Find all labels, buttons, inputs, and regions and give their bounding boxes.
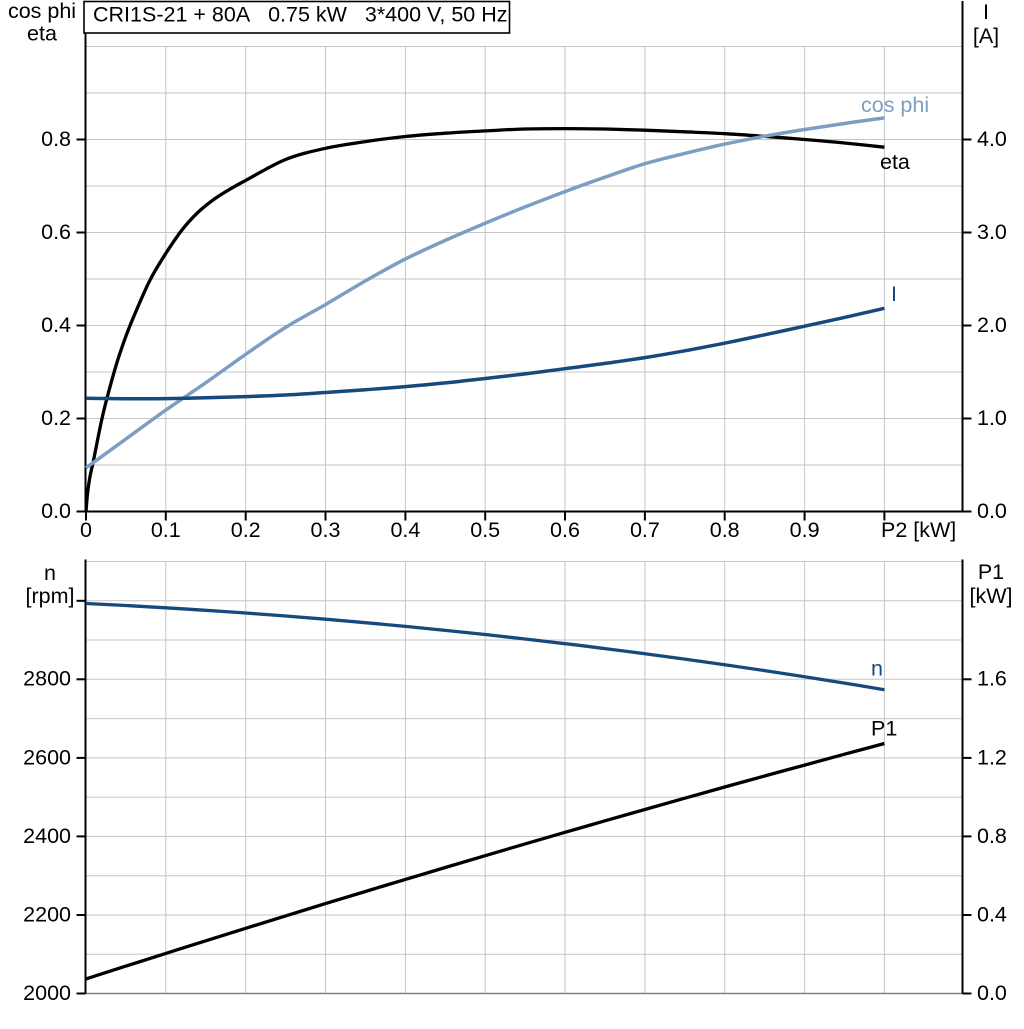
svg-text:1.2: 1.2 <box>977 745 1007 769</box>
svg-text:0.3: 0.3 <box>311 518 341 542</box>
svg-text:2400: 2400 <box>23 824 71 848</box>
svg-text:0: 0 <box>80 518 92 542</box>
svg-text:0.1: 0.1 <box>151 518 181 542</box>
svg-text:[rpm]: [rpm] <box>26 584 75 608</box>
svg-text:3.0: 3.0 <box>977 220 1007 244</box>
svg-text:P1: P1 <box>871 717 897 741</box>
svg-text:eta: eta <box>27 22 57 46</box>
svg-text:2.0: 2.0 <box>977 313 1007 337</box>
svg-text:2800: 2800 <box>23 667 71 691</box>
svg-text:0.6: 0.6 <box>41 220 71 244</box>
svg-text:[kW]: [kW] <box>970 584 1013 608</box>
svg-text:I: I <box>983 0 989 24</box>
svg-text:1.0: 1.0 <box>977 406 1007 430</box>
svg-text:0.8: 0.8 <box>41 127 71 151</box>
svg-text:0.9: 0.9 <box>790 518 820 542</box>
svg-text:2200: 2200 <box>23 902 71 926</box>
svg-text:0.6: 0.6 <box>550 518 580 542</box>
svg-text:cos phi: cos phi <box>861 93 929 117</box>
svg-text:P2 [kW]: P2 [kW] <box>881 518 956 542</box>
svg-text:1.6: 1.6 <box>977 667 1007 691</box>
svg-text:0.4: 0.4 <box>41 313 71 337</box>
svg-text:4.0: 4.0 <box>977 127 1007 151</box>
svg-text:0.4: 0.4 <box>977 902 1007 926</box>
svg-text:0.7: 0.7 <box>630 518 660 542</box>
svg-text:n: n <box>44 561 56 585</box>
svg-text:eta: eta <box>880 150 910 174</box>
svg-text:cos phi: cos phi <box>8 0 76 23</box>
svg-text:P1: P1 <box>978 560 1004 584</box>
svg-text:2600: 2600 <box>23 745 71 769</box>
svg-text:0.8: 0.8 <box>977 824 1007 848</box>
svg-text:2000: 2000 <box>23 981 71 1005</box>
svg-text:0.2: 0.2 <box>41 406 71 430</box>
svg-text:0.5: 0.5 <box>470 518 500 542</box>
svg-text:CRI1S-21 + 80A 0.75 kW 3*4: CRI1S-21 + 80A 0.75 kW 3*400 V, 50 Hz <box>93 3 508 27</box>
svg-text:0.8: 0.8 <box>710 518 740 542</box>
svg-text:0.0: 0.0 <box>41 499 71 523</box>
svg-text:0.2: 0.2 <box>231 518 261 542</box>
svg-text:I: I <box>891 282 897 306</box>
svg-text:0.0: 0.0 <box>977 499 1007 523</box>
svg-text:0.4: 0.4 <box>390 518 420 542</box>
svg-text:n: n <box>871 657 883 681</box>
svg-text:[A]: [A] <box>973 24 999 48</box>
svg-text:0.0: 0.0 <box>977 981 1007 1005</box>
